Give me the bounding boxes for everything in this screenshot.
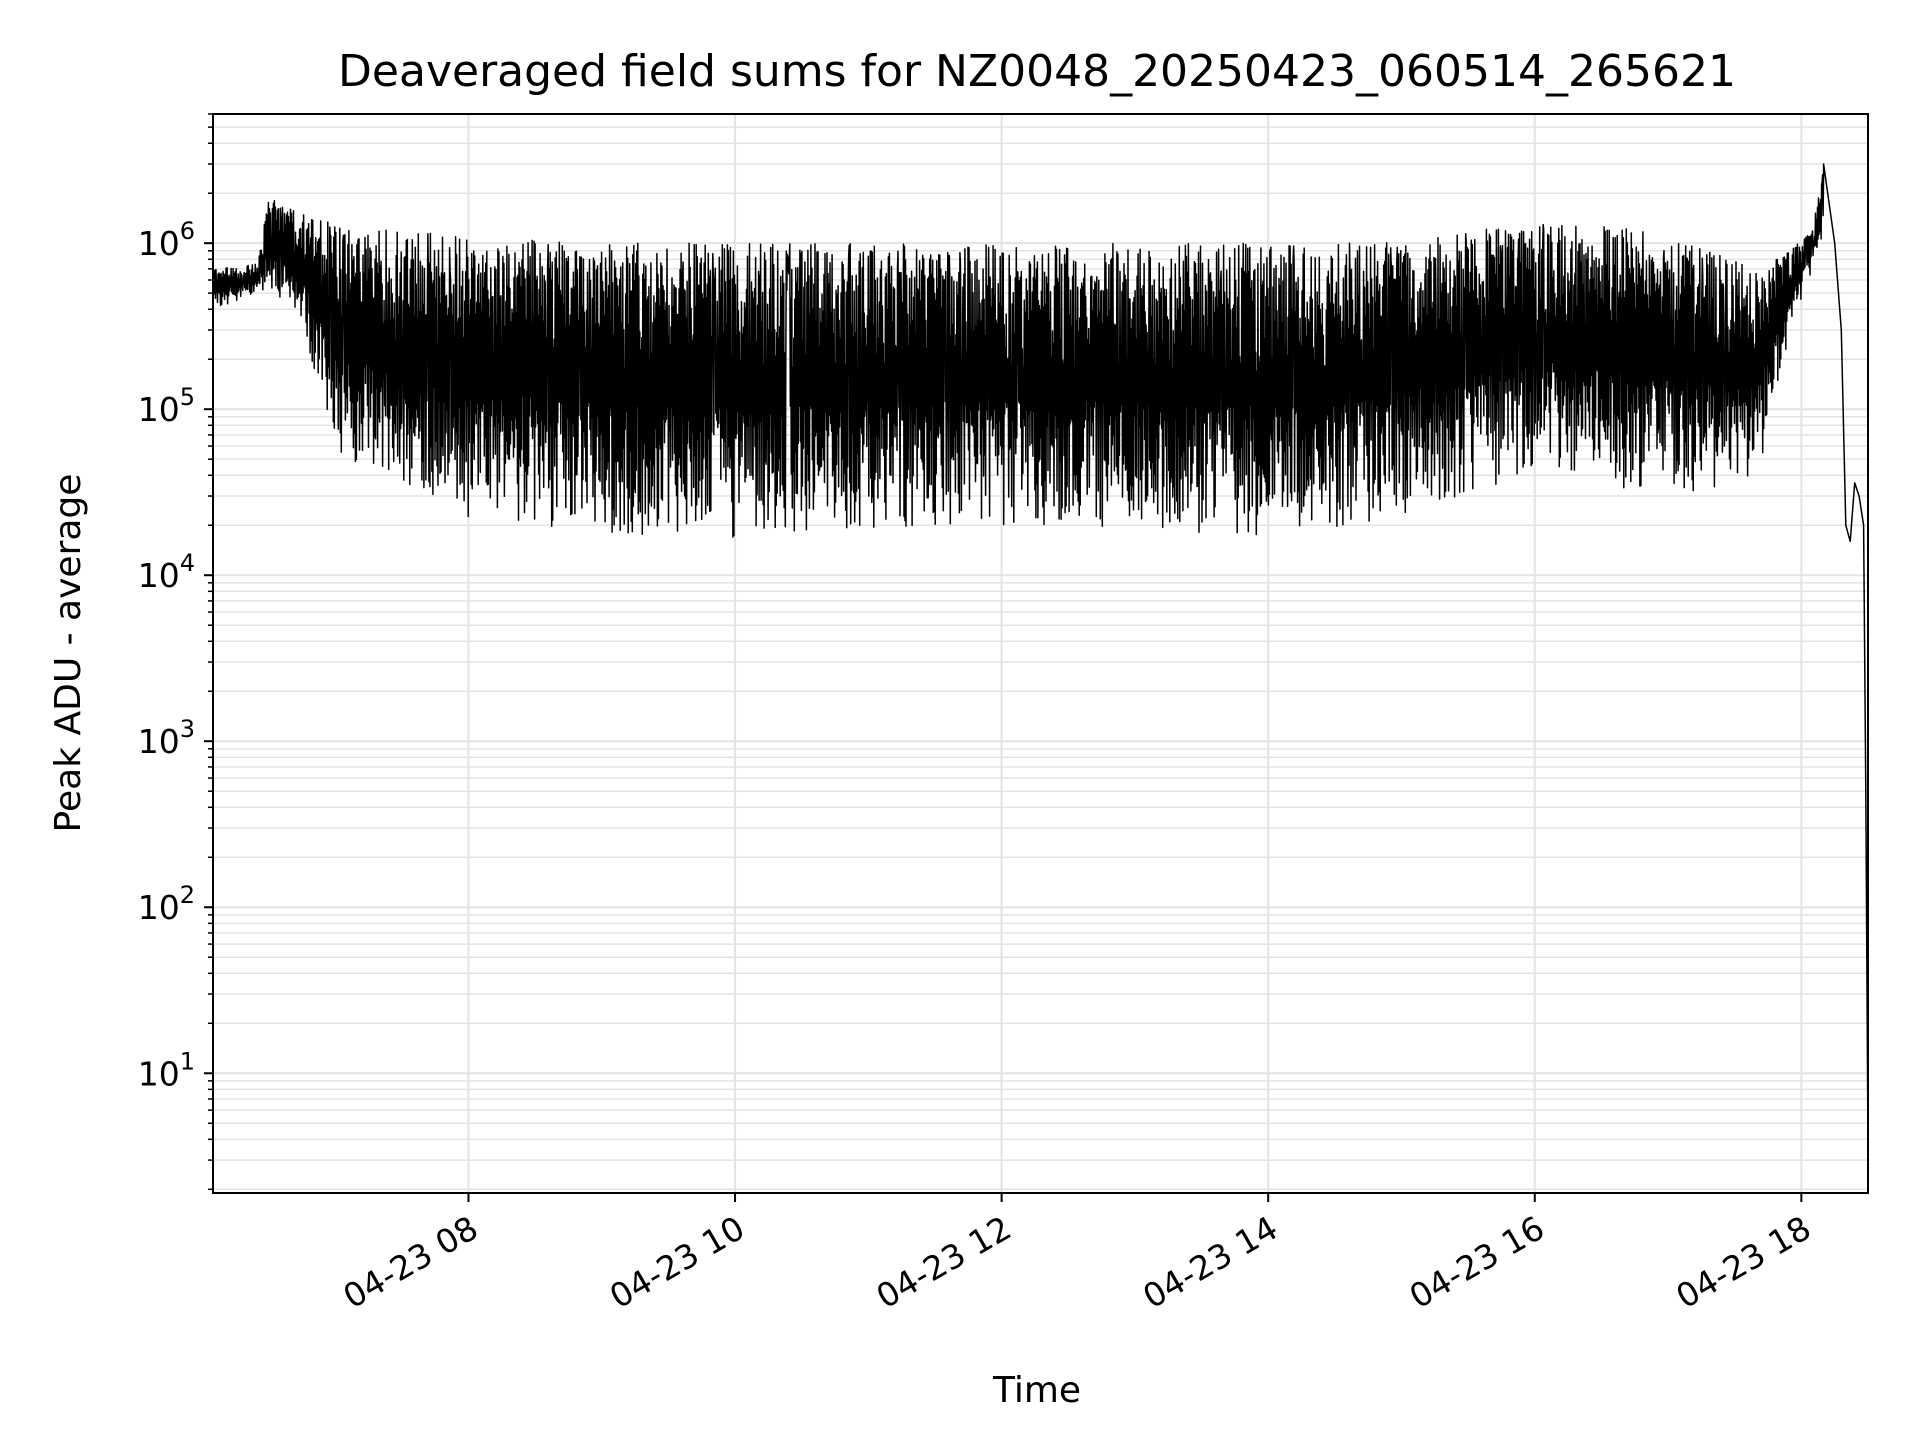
y-axis-label: Peak ADU - average bbox=[48, 474, 89, 833]
y-tick-label: 104 bbox=[138, 549, 195, 595]
y-tick-label: 103 bbox=[138, 715, 195, 761]
y-tick-label: 102 bbox=[138, 881, 195, 927]
x-axis-label: Time bbox=[992, 1370, 1081, 1411]
plot-area-frame bbox=[212, 113, 1869, 1194]
chart-title: Deaveraged field sums for NZ0048_2025042… bbox=[338, 46, 1736, 97]
y-tick-label: 105 bbox=[138, 383, 195, 429]
y-tick-label: 101 bbox=[138, 1047, 195, 1093]
y-tick-label: 106 bbox=[138, 217, 195, 263]
y-axis: 101 102 103 104 105 106 bbox=[138, 113, 213, 1191]
series-line-group bbox=[212, 163, 1869, 1150]
series-line bbox=[212, 163, 1869, 1150]
